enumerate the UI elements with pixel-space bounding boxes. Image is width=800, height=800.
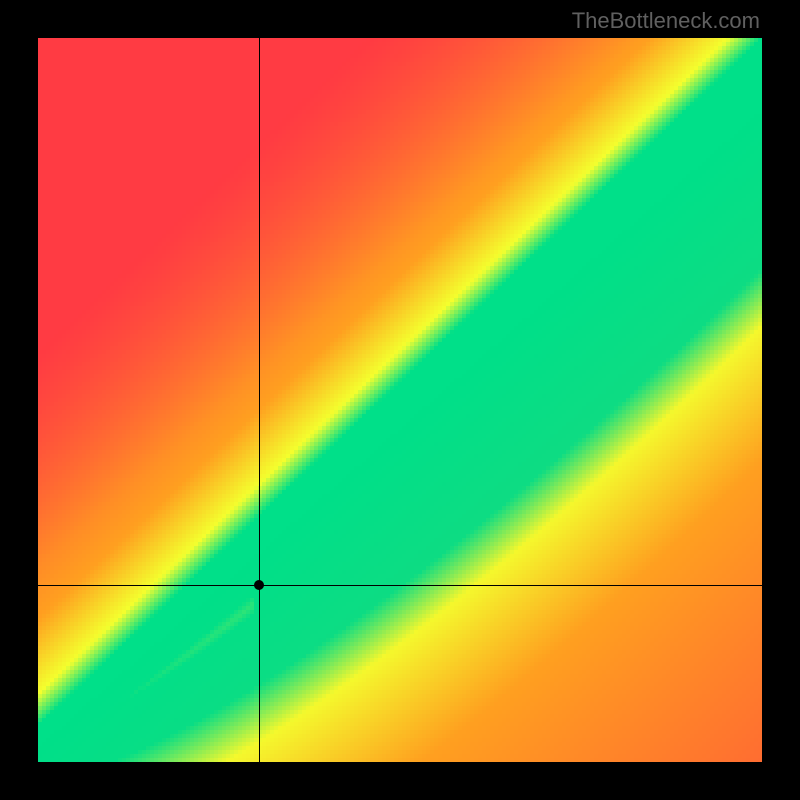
watermark-text: TheBottleneck.com bbox=[572, 8, 760, 34]
heatmap-canvas bbox=[38, 38, 762, 762]
heatmap-plot bbox=[38, 38, 762, 762]
crosshair-horizontal bbox=[38, 585, 762, 586]
marker-point bbox=[254, 580, 264, 590]
crosshair-vertical bbox=[259, 38, 260, 762]
